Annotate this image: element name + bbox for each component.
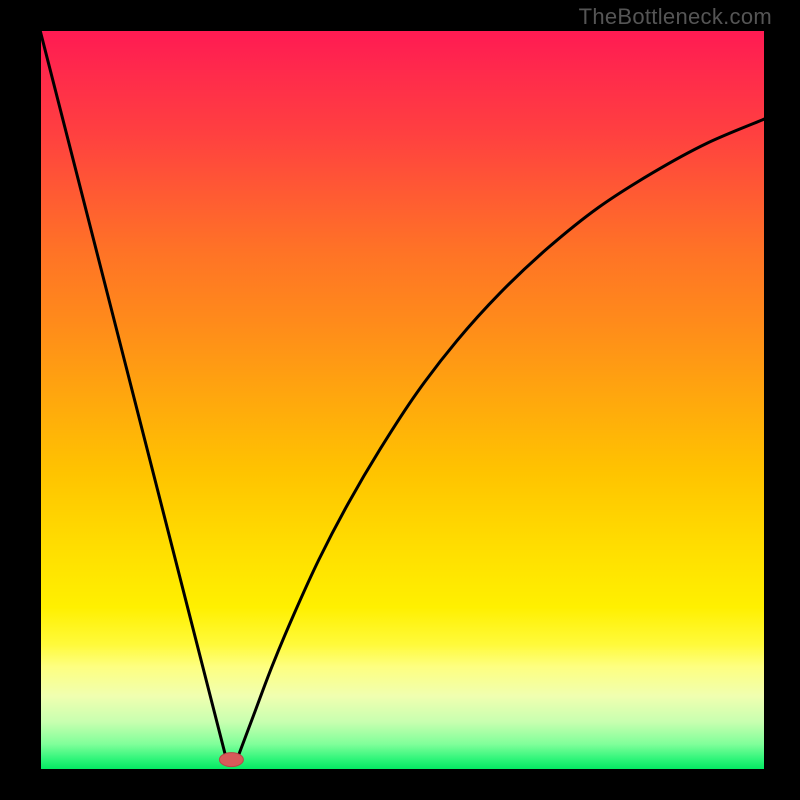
plot-background xyxy=(40,30,765,770)
optimal-point-marker xyxy=(219,753,243,767)
watermark-text: TheBottleneck.com xyxy=(579,4,772,30)
bottleneck-chart xyxy=(0,0,800,800)
chart-container: { "watermark": "TheBottleneck.com", "cha… xyxy=(0,0,800,800)
